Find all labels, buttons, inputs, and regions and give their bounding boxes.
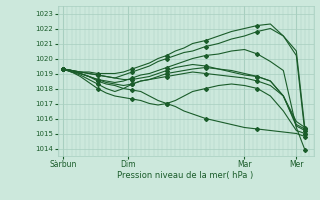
X-axis label: Pression niveau de la mer( hPa ): Pression niveau de la mer( hPa ) xyxy=(117,171,254,180)
